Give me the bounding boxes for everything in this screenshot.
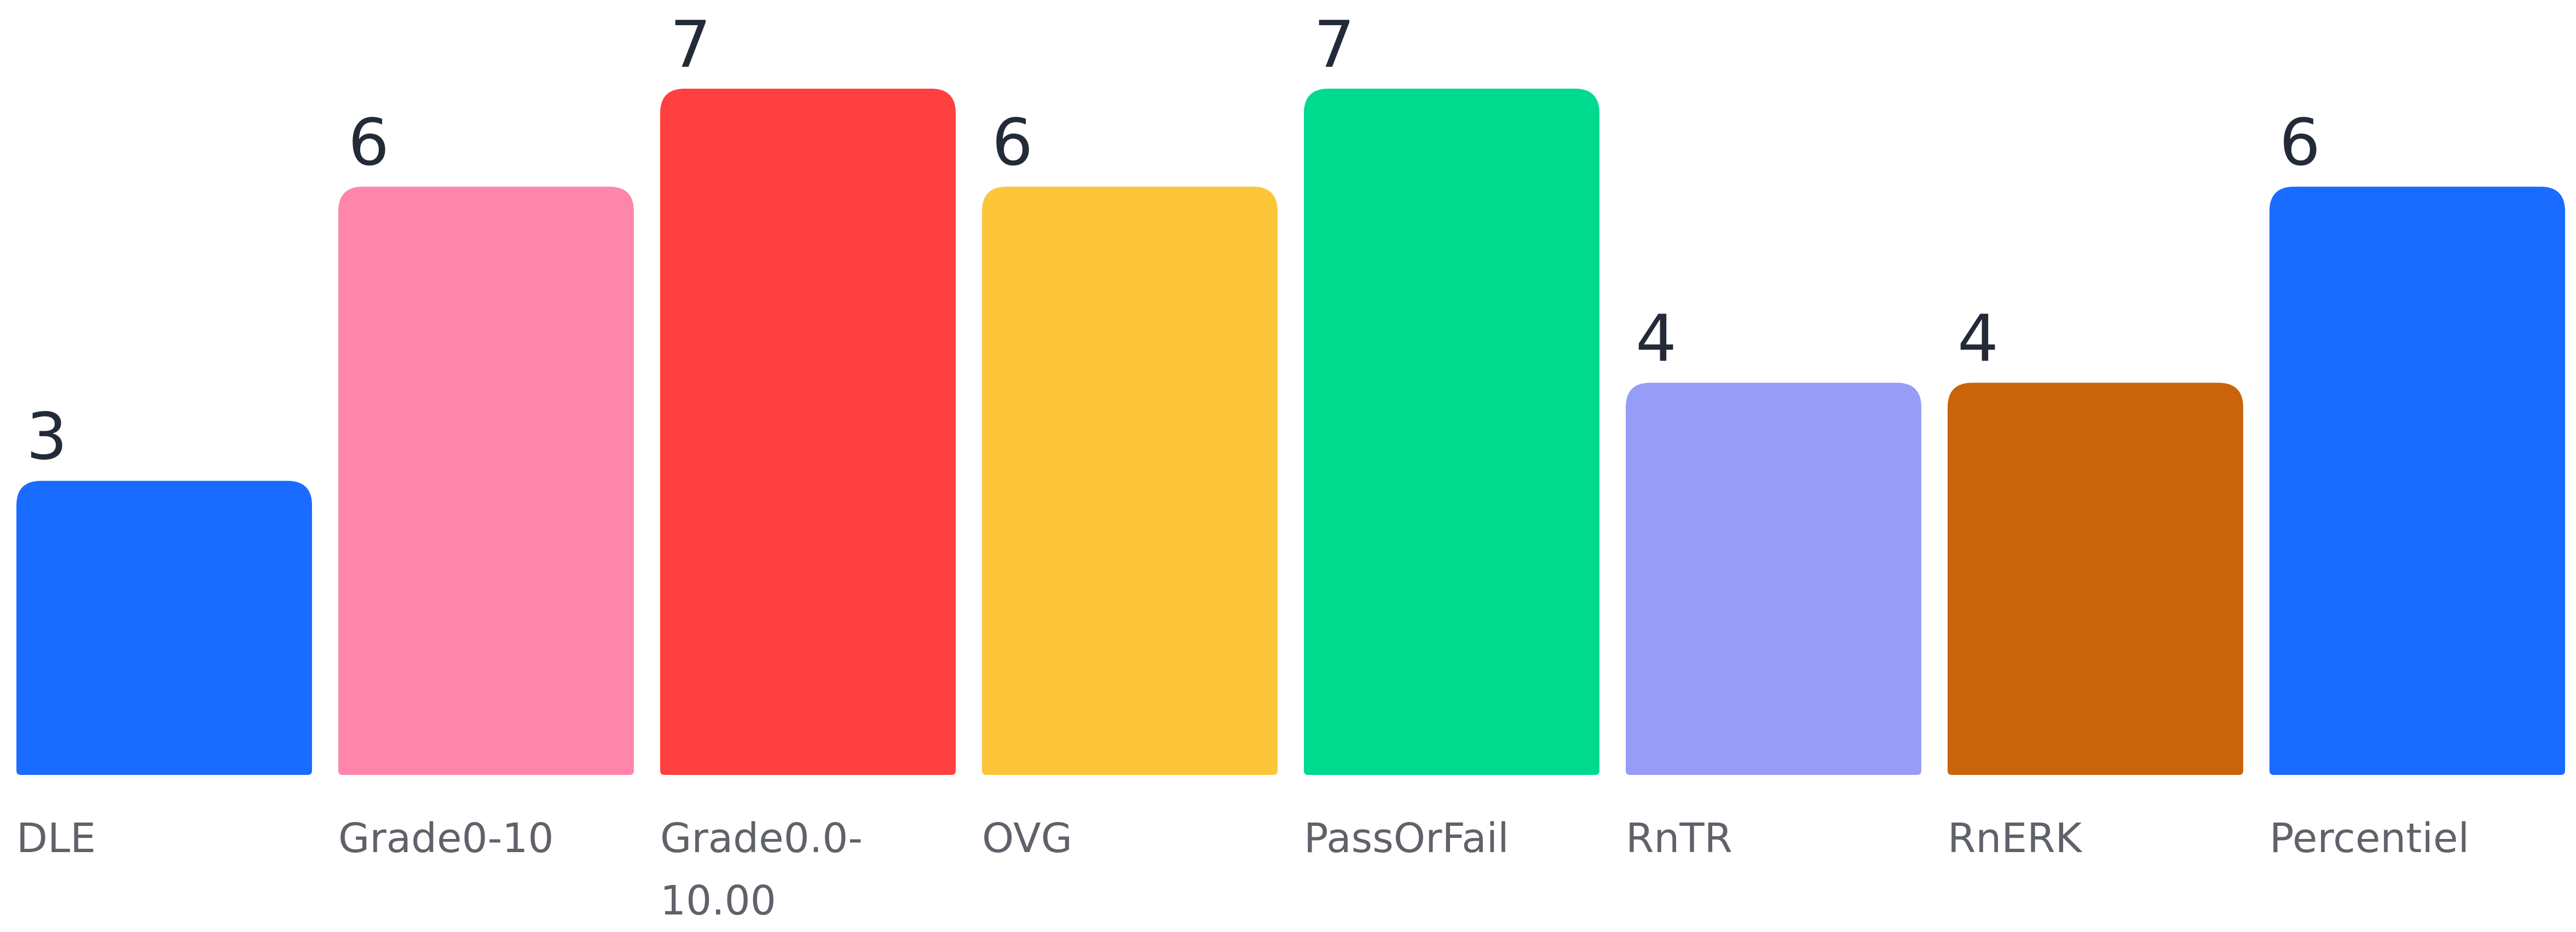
category-label: PassOrFail — [1304, 815, 1509, 862]
bar — [16, 481, 312, 775]
value-label: 7 — [670, 7, 711, 82]
value-label: 3 — [26, 399, 67, 474]
category-label: OVG — [982, 815, 1072, 862]
bar — [1948, 383, 2243, 775]
value-label: 4 — [1636, 300, 1677, 376]
category-label: Percentiel — [2269, 815, 2470, 862]
bar — [982, 187, 1278, 775]
bar — [1626, 383, 1921, 775]
bar — [1304, 89, 1599, 775]
value-label: 6 — [2279, 105, 2320, 180]
bar — [660, 89, 956, 775]
category-label: DLE — [16, 815, 96, 862]
value-label: 6 — [348, 105, 389, 180]
bar — [2269, 187, 2565, 775]
category-label: Grade0.0-10.00 — [660, 815, 863, 924]
value-label: 4 — [1957, 300, 1999, 376]
value-label: 6 — [992, 105, 1033, 180]
value-label: 7 — [1314, 7, 1355, 82]
bar — [338, 187, 634, 775]
category-label: RnTR — [1626, 815, 1732, 862]
category-label: RnERK — [1948, 815, 2082, 862]
category-label: Grade0-10 — [338, 815, 554, 862]
